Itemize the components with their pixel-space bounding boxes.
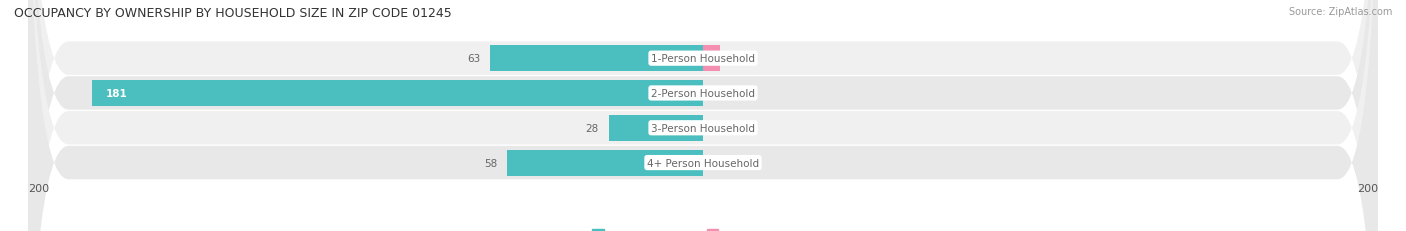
Text: 1-Person Household: 1-Person Household — [651, 54, 755, 64]
Text: 4+ Person Household: 4+ Person Household — [647, 158, 759, 168]
FancyBboxPatch shape — [28, 0, 1378, 231]
Text: 0: 0 — [713, 88, 720, 99]
Text: 0: 0 — [713, 123, 720, 133]
FancyBboxPatch shape — [28, 0, 1378, 231]
Bar — [609, 115, 703, 141]
Text: 28: 28 — [585, 123, 599, 133]
Bar — [508, 150, 703, 176]
Text: 63: 63 — [467, 54, 481, 64]
Text: 200: 200 — [28, 184, 49, 194]
Text: 5: 5 — [730, 54, 737, 64]
Text: 181: 181 — [105, 88, 128, 99]
Text: 58: 58 — [484, 158, 498, 168]
Text: OCCUPANCY BY OWNERSHIP BY HOUSEHOLD SIZE IN ZIP CODE 01245: OCCUPANCY BY OWNERSHIP BY HOUSEHOLD SIZE… — [14, 7, 451, 20]
Bar — [93, 81, 703, 106]
Text: 200: 200 — [1357, 184, 1378, 194]
Bar — [703, 46, 720, 72]
Text: 0: 0 — [713, 158, 720, 168]
FancyBboxPatch shape — [28, 0, 1378, 231]
Text: 3-Person Household: 3-Person Household — [651, 123, 755, 133]
FancyBboxPatch shape — [28, 0, 1378, 231]
Text: 2-Person Household: 2-Person Household — [651, 88, 755, 99]
Legend: Owner-occupied, Renter-occupied: Owner-occupied, Renter-occupied — [588, 225, 818, 231]
Bar — [491, 46, 703, 72]
Text: Source: ZipAtlas.com: Source: ZipAtlas.com — [1288, 7, 1392, 17]
